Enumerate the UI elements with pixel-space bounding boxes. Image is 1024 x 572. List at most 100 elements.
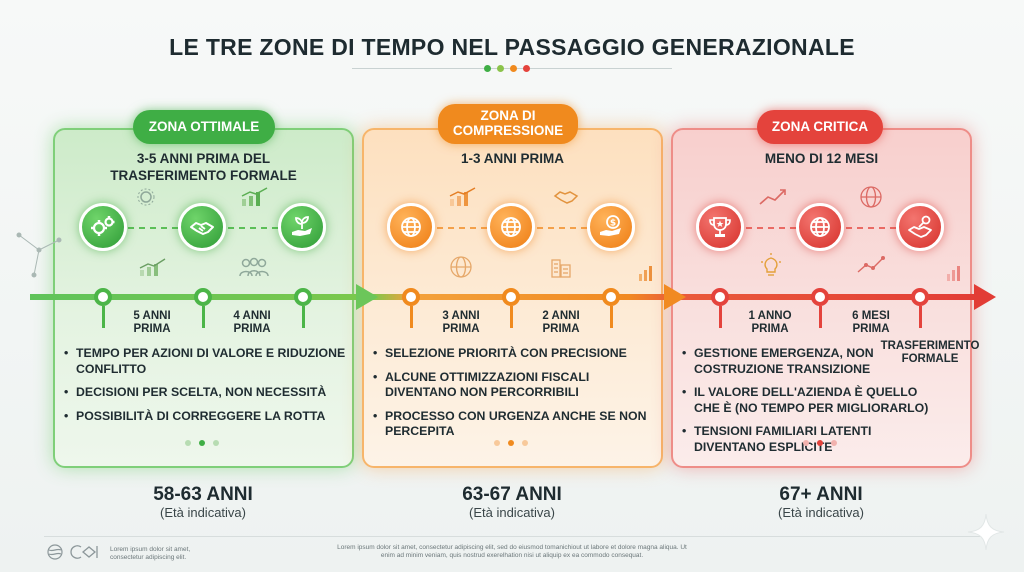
timeline-stem — [410, 306, 413, 328]
zone-critica-age: 67+ ANNI — [779, 484, 863, 505]
globe-network-icon — [487, 203, 535, 251]
timeline-node — [94, 288, 112, 306]
zone-compressione-name-line1: ZONA DI — [480, 108, 536, 124]
zone-compressione-age: 63-67 ANNI — [462, 484, 562, 505]
timeline-node — [294, 288, 312, 306]
timeline-node — [502, 288, 520, 306]
bullet-item: GESTIONE EMERGENZA, NON COSTRUZIONE TRAN… — [680, 346, 930, 377]
timeline-stem — [102, 306, 105, 328]
pagination-dots — [803, 440, 837, 446]
timeline-stem — [510, 306, 513, 328]
page-dot-active — [508, 440, 514, 446]
marker-label-5-anni: 5 ANNI PRIMA — [107, 310, 197, 336]
network-decor-icon — [14, 225, 64, 285]
zone-ottimale-age: 58-63 ANNI — [153, 484, 253, 505]
bullet-item: ALCUNE OTTIMIZZAZIONI FISCALI DIVENTANO … — [371, 370, 655, 401]
marker-line1: 2 ANNI — [542, 310, 580, 322]
marker-label-4-anni: 4 ANNI PRIMA — [207, 310, 297, 336]
footer-center-text: Lorem ipsum dolor sit amet, consectetur … — [337, 544, 687, 559]
zone-ottimale-age-note: (Età indicativa) — [160, 505, 246, 520]
dot-red — [523, 65, 530, 72]
bullet-item: TENSIONI FAMILIARI LATENTI DIVENTANO ESP… — [680, 424, 930, 455]
zone-ottimale-name: ZONA OTTIMALE — [148, 118, 260, 134]
lightbulb-icon — [758, 252, 784, 278]
growth-chart-icon — [448, 186, 478, 208]
zone-critica-subtitle: MENO DI 12 MESI — [764, 151, 879, 166]
trend-line-icon — [758, 186, 788, 208]
bullet-item: PROCESSO CON URGENZA ANCHE SE NON PERCEP… — [371, 409, 655, 440]
key-handshake-icon — [896, 203, 944, 251]
connector — [846, 227, 896, 229]
gears-icon — [79, 203, 127, 251]
zone-ottimale-label: ZONA OTTIMALE — [133, 110, 275, 144]
bullet-item: DECISIONI PER SCELTA, NON NECESSITÀ — [62, 385, 346, 401]
buildings-icon — [548, 254, 574, 280]
timeline-stem — [819, 306, 822, 328]
dot-lime — [497, 65, 504, 72]
globe-outline-icon — [448, 254, 474, 280]
marker-line2: PRIMA — [233, 323, 271, 335]
page-dot-active — [199, 440, 205, 446]
plant-in-hand-icon — [278, 203, 326, 251]
bullet-item: SELEZIONE PRIORITÀ CON PRECISIONE — [371, 346, 655, 362]
network-line-icon — [856, 254, 886, 276]
dot-green — [484, 65, 491, 72]
bar-chart-decor-icon — [638, 262, 656, 282]
marker-line1: 5 ANNI — [133, 310, 171, 322]
globe-network-icon — [796, 203, 844, 251]
globe-network-icon — [387, 203, 435, 251]
zone-critica-label: ZONA CRITICA — [757, 110, 883, 144]
marker-label-2-anni: 2 ANNI PRIMA — [516, 310, 606, 336]
timeline-node — [402, 288, 420, 306]
zone-ottimale-subtitle: 3-5 ANNI PRIMA DEL TRASFERIMENTO FORMALE — [63, 150, 344, 184]
zone-critica-age-note: (Età indicativa) — [778, 505, 864, 520]
page-dot — [522, 440, 528, 446]
timeline-node — [911, 288, 929, 306]
marker-line2: PRIMA — [852, 323, 890, 335]
connector — [437, 227, 487, 229]
svg-text:$: $ — [610, 219, 616, 229]
footer-divider — [44, 536, 980, 537]
bullet-item: POSSIBILITÀ DI CORREGGERE LA ROTTA — [62, 409, 346, 425]
pagination-dots — [185, 440, 219, 446]
zone-compressione-bullets: SELEZIONE PRIORITÀ CON PRECISIONE ALCUNE… — [371, 346, 655, 448]
timeline-stem — [610, 306, 613, 328]
timeline-node — [194, 288, 212, 306]
zone-compressione-subtitle: 1-3 ANNI PRIMA — [460, 151, 564, 166]
footer-left-text: Lorem ipsum dolor sit amet, consectetur … — [110, 546, 191, 561]
gear-outline-icon — [135, 186, 157, 208]
page-dot — [185, 440, 191, 446]
marker-line1: 1 ANNO — [748, 310, 792, 322]
logo-mark-icon — [68, 543, 100, 566]
marker-label-6-mesi: 6 MESI PRIMA — [826, 310, 916, 336]
page-dot — [213, 440, 219, 446]
zone-ottimale-subtitle-line1: 3-5 ANNI PRIMA DEL — [136, 151, 271, 166]
marker-line2: PRIMA — [751, 323, 789, 335]
timeline-node — [811, 288, 829, 306]
bullet-item: IL VALORE DELL'AZIENDA È QUELLO CHE È (N… — [680, 385, 930, 416]
handshake-outline-icon — [553, 186, 579, 206]
connector — [746, 227, 796, 229]
page-dot — [494, 440, 500, 446]
coin-in-hand-icon: $ — [587, 203, 635, 251]
connector — [128, 227, 178, 229]
zone-compressione-label: ZONA DI COMPRESSIONE — [438, 104, 578, 144]
handshake-icon — [178, 203, 226, 251]
zone-compressione-age-note: (Età indicativa) — [469, 505, 555, 520]
people-icon — [236, 256, 272, 278]
dot-orange — [510, 65, 517, 72]
timeline-node — [711, 288, 729, 306]
timeline-stem — [202, 306, 205, 328]
trophy-icon — [696, 203, 744, 251]
page-dot-active — [817, 440, 823, 446]
marker-line2: PRIMA — [133, 323, 171, 335]
marker-line1: 6 MESI — [852, 310, 890, 322]
zone-critica-name: ZONA CRITICA — [771, 118, 869, 134]
zone-critica-bullets: GESTIONE EMERGENZA, NON COSTRUZIONE TRAN… — [680, 346, 930, 463]
page-dot — [803, 440, 809, 446]
zone-compressione-name-line2: COMPRESSIONE — [452, 123, 564, 138]
marker-label-3-anni: 3 ANNI PRIMA — [416, 310, 506, 336]
globe-outline-icon — [858, 184, 884, 210]
marker-line2: PRIMA — [442, 323, 480, 335]
trend-chart-icon — [138, 256, 168, 278]
